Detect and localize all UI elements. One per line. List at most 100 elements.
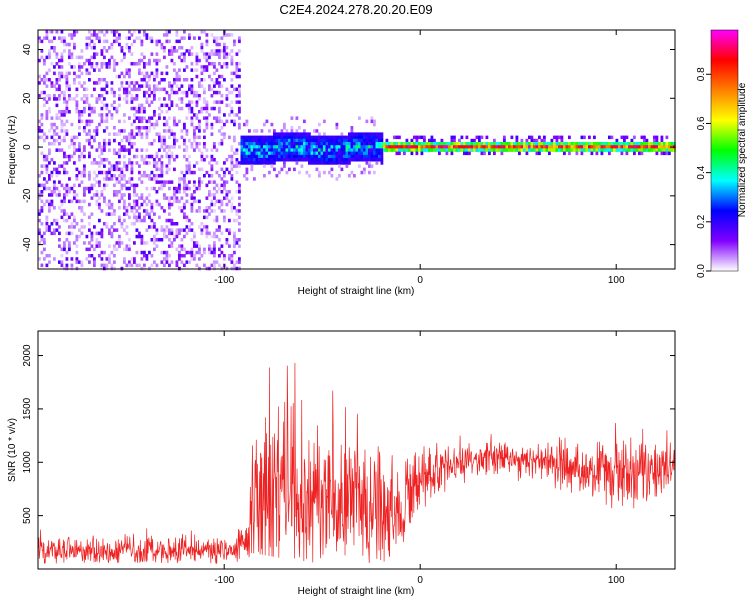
spectrogram-cell: [300, 154, 304, 159]
spectrogram-cell: [413, 148, 416, 152]
spectrogram-cell: [353, 158, 356, 162]
spectrogram-cell: [175, 154, 179, 159]
spectrogram-cell: [498, 148, 501, 152]
spectrogram-cell: [58, 116, 61, 120]
spectrogram-cell: [240, 138, 244, 143]
spectrogram-cell: [335, 154, 339, 159]
spectrogram-cell: [410, 148, 414, 152]
spectrogram-cell: [40, 250, 44, 255]
spectrogram-cell: [305, 132, 309, 136]
spectrogram-cell: [585, 145, 589, 149]
spectrogram-cell: [60, 65, 64, 69]
spectrogram-cell: [183, 68, 186, 72]
spectrogram-cell: [250, 158, 254, 162]
spectrogram-cell: [158, 167, 161, 172]
spectrogram-cell: [123, 228, 126, 232]
spectrogram-cell: [48, 39, 51, 44]
spectrogram-cell: [248, 129, 251, 133]
spectrogram-cell: [58, 170, 61, 175]
spectrogram-cell: [203, 135, 206, 140]
spectrogram-cell: [50, 158, 54, 162]
spectrogram-cell: [63, 135, 66, 140]
spectrogram-cell: [655, 145, 659, 149]
spectrogram-cell: [665, 145, 669, 149]
spectrogram-cell: [48, 49, 51, 53]
spectrogram-cell: [658, 145, 661, 149]
spectrogram-cell: [528, 142, 531, 146]
spectrogram-cell: [323, 158, 326, 162]
spectrogram-cell: [45, 186, 49, 191]
spectrogram-cell: [58, 110, 61, 114]
spectrogram-cell: [80, 119, 84, 124]
spectrogram-cell: [205, 55, 209, 60]
spectrogram-cell: [43, 132, 46, 136]
spectrogram-cell: [68, 97, 71, 101]
spectrogram-cell: [373, 145, 376, 149]
spectrogram-cell: [73, 145, 76, 149]
spectrogram-cell: [285, 135, 289, 140]
spectrogram-cell: [125, 263, 129, 268]
spectrogram-cell: [363, 142, 366, 146]
spectrogram-cell: [178, 87, 181, 92]
spectrogram-cell: [153, 225, 156, 229]
spectrogram-cell: [605, 142, 609, 146]
spectrogram-cell: [228, 228, 231, 232]
spectrogram-cell: [265, 138, 269, 143]
spectrogram-cell: [643, 138, 646, 143]
spectrogram-cell: [178, 186, 181, 191]
spectrogram-cell: [210, 164, 214, 168]
spectrogram-cell: [48, 193, 51, 197]
spectrogram-cell: [653, 148, 656, 152]
spectrogram-cell: [188, 36, 191, 40]
spectrogram-cell: [143, 241, 146, 245]
spectrogram-cell: [190, 90, 194, 95]
spectrogram-cell: [168, 49, 171, 53]
spectrogram-cell: [63, 94, 66, 98]
spectrogram-cell: [93, 247, 96, 252]
spectrogram-cell: [138, 36, 141, 40]
spectrogram-cell: [188, 84, 191, 88]
spectrogram-cell: [578, 145, 581, 149]
spectrogram-cell: [525, 151, 529, 156]
spectrogram-cell: [280, 151, 284, 156]
colorbar-tick-label: 0.8: [696, 67, 707, 81]
spectrogram-cell: [158, 238, 161, 242]
spectrogram-cell: [610, 145, 614, 149]
spectrogram-cell: [130, 100, 134, 104]
spectrogram-cell: [50, 170, 54, 175]
spectrogram-cell: [438, 145, 441, 149]
spectrogram-cell: [58, 94, 61, 98]
spectrogram-cell: [578, 142, 581, 146]
spectrogram-cell: [120, 145, 124, 149]
spectrogram-cell: [188, 164, 191, 168]
spectrogram-cell: [85, 46, 89, 50]
spectrogram-y-tick-label: 0: [22, 144, 33, 150]
spectrogram-cell: [170, 244, 174, 248]
spectrogram-cell: [220, 183, 224, 188]
spectrogram-cell: [185, 78, 189, 82]
spectrogram-cell: [575, 151, 579, 156]
spectrogram-cell: [345, 154, 349, 159]
spectrogram-cell: [150, 263, 154, 268]
spectrogram-cell: [558, 135, 561, 140]
spectrogram-cell: [338, 148, 341, 152]
spectrogram-cell: [43, 103, 46, 108]
spectrogram-cell: [133, 154, 136, 159]
spectrogram-cell: [73, 65, 76, 69]
spectrogram-cell: [173, 62, 176, 66]
spectrogram-cell: [65, 190, 69, 194]
spectrogram-cell: [45, 225, 49, 229]
spectrogram-cell: [118, 87, 121, 92]
spectrogram-cell: [83, 164, 86, 168]
spectrogram-cell: [43, 74, 46, 79]
spectrogram-cell: [590, 142, 594, 146]
spectrogram-cell: [218, 52, 221, 56]
spectrogram-cell: [53, 231, 56, 236]
spectrogram-cell: [205, 52, 209, 56]
spectrogram-cell: [353, 151, 356, 156]
spectrogram-cell: [243, 174, 246, 178]
spectrogram-cell: [98, 142, 101, 146]
spectrogram-cell: [530, 148, 534, 152]
spectrogram-cell: [415, 145, 419, 149]
spectrogram-cell: [175, 122, 179, 127]
